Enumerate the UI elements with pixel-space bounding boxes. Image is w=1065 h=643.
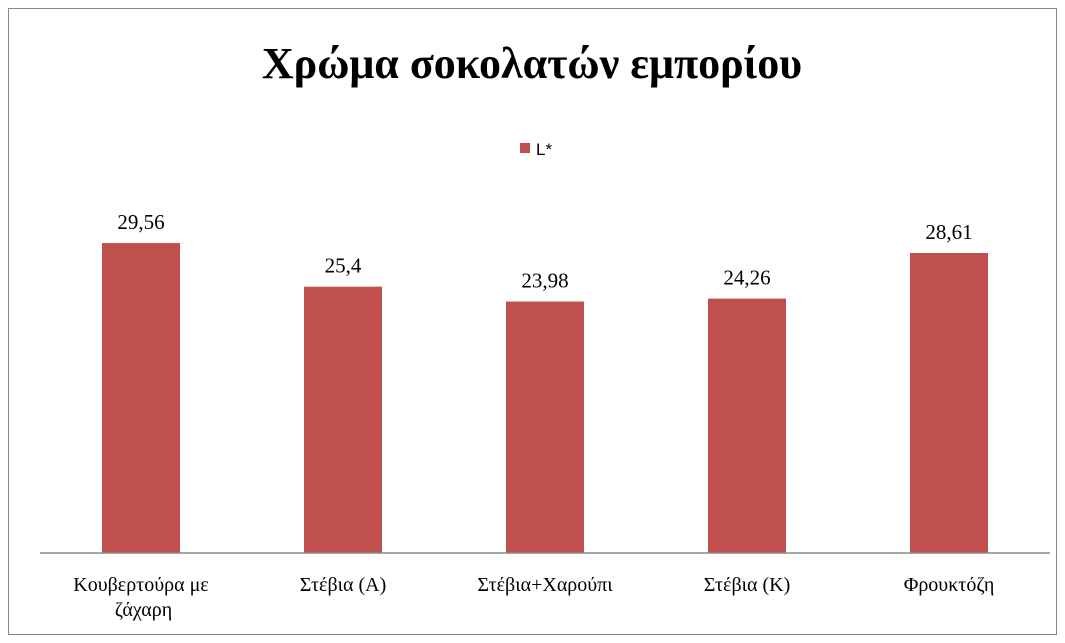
- x-tick-label: Στέβια (Α): [300, 574, 387, 596]
- legend-label: L*: [536, 140, 552, 159]
- x-tick-label: Κουβερτούρα με ζάχαρη: [73, 574, 208, 621]
- x-tick-label: Στέβια+Χαρούπι: [477, 574, 613, 596]
- bar: [102, 243, 180, 553]
- x-tick-label: Στέβια (Κ): [704, 574, 791, 596]
- data-label: 24,26: [723, 266, 770, 290]
- x-tick-label: Φρουκτόζη: [904, 574, 995, 596]
- data-label: 23,98: [521, 269, 568, 293]
- data-label: 25,4: [325, 254, 362, 278]
- chart-title: Χρώμα σοκολατών εμπορίου: [262, 39, 802, 88]
- legend-swatch: [520, 143, 530, 153]
- data-label: 29,56: [117, 210, 164, 234]
- bar: [506, 301, 584, 553]
- bar: [708, 298, 786, 553]
- bar: [910, 253, 988, 553]
- data-label: 28,61: [925, 220, 972, 244]
- bar: [304, 286, 382, 553]
